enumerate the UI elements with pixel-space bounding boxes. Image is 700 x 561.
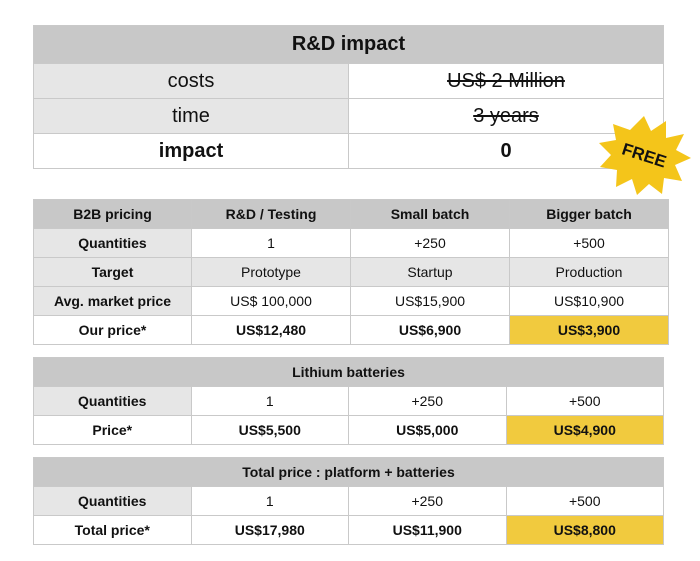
row-label: Quantities: [33, 228, 192, 258]
table-cell: +500: [505, 486, 664, 516]
table-cell: Production: [509, 257, 669, 287]
table-cell: +250: [348, 486, 507, 516]
table-cell: US$5,000: [348, 415, 507, 445]
row-label: Total price*: [33, 515, 192, 545]
row-label: Our price*: [33, 315, 192, 345]
table-cell: Startup: [350, 257, 510, 287]
rd-impact-table: R&D impact costs US$ 2 Million time 3 ye…: [33, 25, 664, 169]
b2b-header-small-batch: Small batch: [350, 199, 510, 229]
table-cell: US$6,900: [350, 315, 510, 345]
rd-costs-label: costs: [33, 63, 349, 99]
rd-costs-value: US$ 2 Million: [348, 63, 664, 99]
free-badge: FREE: [599, 116, 691, 195]
table-cell: Prototype: [191, 257, 351, 287]
table-cell: +250: [348, 386, 507, 416]
table-row: Our price* US$12,480 US$6,900 US$3,900: [33, 315, 669, 345]
b2b-header-rd-testing: R&D / Testing: [191, 199, 351, 229]
row-label: Price*: [33, 415, 192, 445]
row-label: Quantities: [33, 486, 192, 516]
table-row: Total price* US$17,980 US$11,900 US$8,80…: [33, 515, 664, 545]
rd-time-value: 3 years: [348, 98, 664, 134]
b2b-header-bigger-batch: Bigger batch: [509, 199, 669, 229]
lithium-batteries-table: Lithium batteries Quantities 1 +250 +500…: [33, 357, 664, 445]
table-cell: US$12,480: [191, 315, 351, 345]
table-cell: US$11,900: [348, 515, 507, 545]
table-cell: US$5,500: [190, 415, 349, 445]
table-row: Price* US$5,500 US$5,000 US$4,900: [33, 415, 664, 445]
total-price-table: Total price : platform + batteries Quant…: [33, 457, 664, 545]
table-row: Avg. market price US$ 100,000 US$15,900 …: [33, 286, 669, 316]
total-title: Total price : platform + batteries: [33, 457, 664, 487]
row-label: Quantities: [33, 386, 192, 416]
highlighted-price-cell: US$3,900: [509, 315, 669, 345]
table-row: Quantities 1 +250 +500: [33, 486, 664, 516]
rd-impact-label: impact: [33, 133, 349, 169]
table-cell: 1: [190, 386, 349, 416]
highlighted-price-cell: US$4,900: [505, 415, 664, 445]
rd-time-label: time: [33, 98, 349, 134]
row-label: Avg. market price: [33, 286, 192, 316]
table-cell: 1: [191, 228, 351, 258]
table-row: Quantities 1 +250 +500: [33, 386, 664, 416]
b2b-pricing-table: B2B pricing R&D / Testing Small batch Bi…: [33, 199, 669, 345]
b2b-header-label: B2B pricing: [33, 199, 192, 229]
table-row: Target Prototype Startup Production: [33, 257, 669, 287]
lithium-title: Lithium batteries: [33, 357, 664, 387]
table-cell: US$17,980: [190, 515, 349, 545]
table-cell: US$15,900: [350, 286, 510, 316]
row-label: Target: [33, 257, 192, 287]
table-cell: US$ 100,000: [191, 286, 351, 316]
table-cell: +500: [505, 386, 664, 416]
rd-impact-title: R&D impact: [33, 25, 664, 64]
table-cell: 1: [190, 486, 349, 516]
table-row: Quantities 1 +250 +500: [33, 228, 669, 258]
starburst-shape: [599, 116, 691, 195]
highlighted-price-cell: US$8,800: [505, 515, 664, 545]
table-cell: +500: [509, 228, 669, 258]
table-cell: US$10,900: [509, 286, 669, 316]
table-cell: +250: [350, 228, 510, 258]
